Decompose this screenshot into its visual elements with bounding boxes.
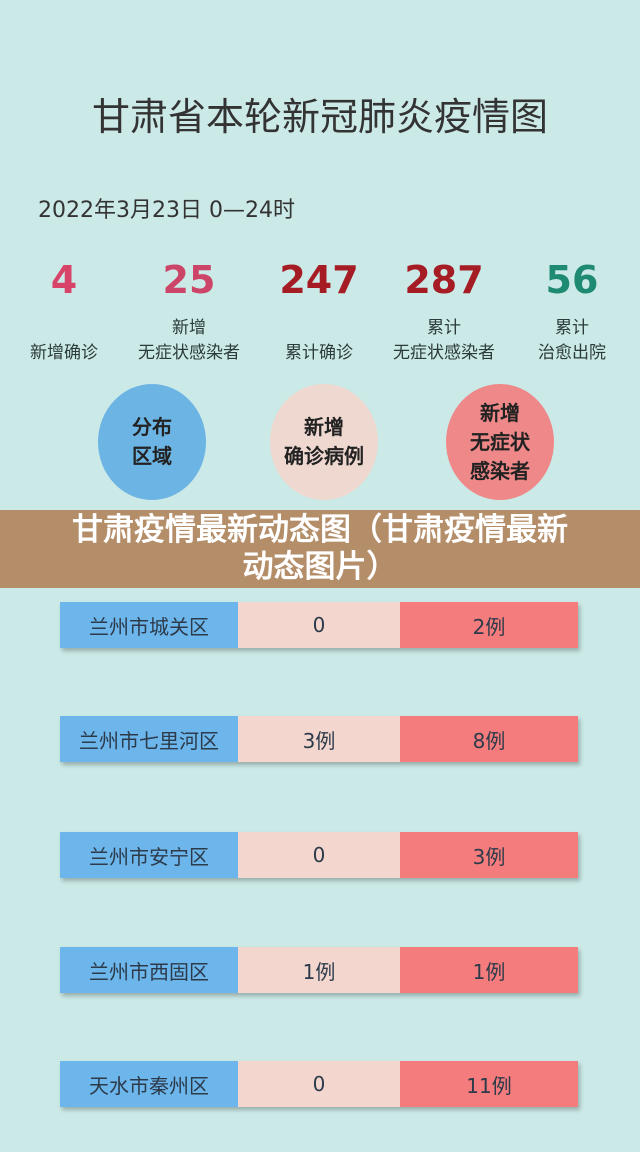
stat-item: 247 累计确诊 bbox=[255, 258, 383, 366]
stat-item: 4 新增确诊 bbox=[0, 258, 128, 366]
confirmed-cell: 0 bbox=[238, 602, 400, 648]
stat-label-1: 累计 bbox=[555, 318, 589, 338]
asymptomatic-cell: 11例 bbox=[400, 1061, 578, 1107]
confirmed-cell: 0 bbox=[238, 832, 400, 878]
stat-value: 25 bbox=[162, 258, 216, 302]
table-row: 天水市秦州区 0 11例 bbox=[60, 1061, 578, 1107]
banner-line-2: 动态图片） bbox=[242, 549, 398, 585]
area-cell: 兰州市安宁区 bbox=[60, 832, 238, 878]
stat-label-2: 无症状感染者 bbox=[393, 343, 495, 363]
stat-value: 247 bbox=[279, 258, 359, 302]
stat-label-2: 无症状感染者 bbox=[138, 343, 240, 363]
confirmed-cell: 3例 bbox=[238, 716, 400, 762]
header-line: 新增 bbox=[480, 400, 520, 425]
table-row: 兰州市七里河区 3例 8例 bbox=[60, 716, 578, 762]
asymptomatic-cell: 2例 bbox=[400, 602, 578, 648]
asymptomatic-cell: 3例 bbox=[400, 832, 578, 878]
stat-value: 56 bbox=[545, 258, 599, 302]
stat-label-2: 新增确诊 bbox=[30, 343, 98, 363]
stat-item: 287 累计无症状感染者 bbox=[380, 258, 508, 366]
stat-label-2: 累计确诊 bbox=[285, 343, 353, 363]
confirmed-cell: 1例 bbox=[238, 947, 400, 993]
column-header-circle: 新增 无症状 感染者 bbox=[446, 384, 554, 500]
column-header-circle: 新增 确诊病例 bbox=[270, 384, 378, 500]
area-cell: 兰州市西固区 bbox=[60, 947, 238, 993]
confirmed-cell: 0 bbox=[238, 1061, 400, 1107]
table-row: 兰州市城关区 0 2例 bbox=[60, 602, 578, 648]
page-title: 甘肃省本轮新冠肺炎疫情图 bbox=[91, 95, 548, 139]
date-range: 2022年3月23日 0—24时 bbox=[38, 198, 295, 223]
table-row: 兰州市西固区 1例 1例 bbox=[60, 947, 578, 993]
area-cell: 兰州市城关区 bbox=[60, 602, 238, 648]
asymptomatic-cell: 8例 bbox=[400, 716, 578, 762]
header-line: 感染者 bbox=[470, 458, 530, 483]
stat-item: 25 新增无症状感染者 bbox=[125, 258, 253, 366]
header-line: 确诊病例 bbox=[284, 444, 364, 468]
header-line: 无症状 bbox=[470, 429, 530, 454]
overlay-banner: 甘肃疫情最新动态图（甘肃疫情最新 动态图片） bbox=[0, 510, 640, 588]
header-line: 区域 bbox=[132, 444, 172, 468]
area-cell: 天水市秦州区 bbox=[60, 1061, 238, 1107]
area-cell: 兰州市七里河区 bbox=[60, 716, 238, 762]
stat-label-1: 新增 bbox=[172, 318, 206, 338]
table-row: 兰州市安宁区 0 3例 bbox=[60, 832, 578, 878]
stat-value: 287 bbox=[404, 258, 484, 302]
asymptomatic-cell: 1例 bbox=[400, 947, 578, 993]
stat-item: 56 累计治愈出院 bbox=[508, 258, 636, 366]
stat-label-2: 治愈出院 bbox=[538, 343, 606, 363]
header-line: 新增 bbox=[304, 415, 344, 439]
banner-line-1: 甘肃疫情最新动态图（甘肃疫情最新 bbox=[72, 512, 568, 548]
column-header-circle: 分布 区域 bbox=[98, 384, 206, 500]
stat-label-1: 累计 bbox=[427, 318, 461, 338]
stat-value: 4 bbox=[50, 258, 78, 302]
header-line: 分布 bbox=[132, 415, 172, 439]
